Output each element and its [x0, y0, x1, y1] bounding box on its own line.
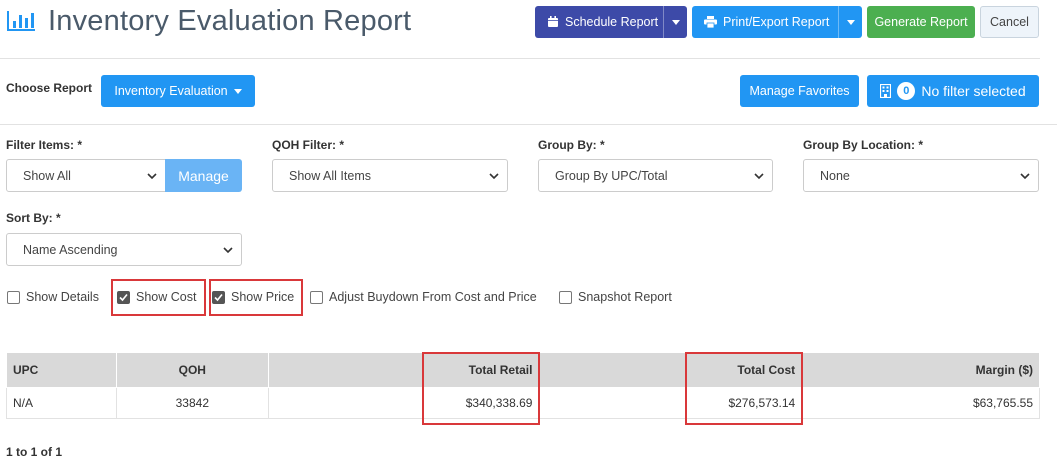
caret-down-icon — [671, 19, 680, 25]
sort-by-value: Name Ascending — [23, 242, 118, 257]
cell-upc: N/A — [6, 387, 117, 419]
report-table: UPC QOH Total Retail Total Cost Margin (… — [6, 352, 1040, 419]
qoh-filter-select[interactable]: Show All Items — [272, 159, 508, 192]
group-by-location-select[interactable]: None — [803, 159, 1039, 192]
snapshot-report-label: Snapshot Report — [578, 290, 672, 304]
page-title: Inventory Evaluation Report — [48, 5, 412, 37]
print-dropdown-toggle[interactable] — [838, 6, 862, 38]
choose-report-label: Choose Report — [6, 81, 93, 95]
chevron-down-icon — [223, 247, 233, 254]
highlight-total-cost — [685, 352, 803, 425]
schedule-report-label: Schedule Report — [565, 15, 659, 29]
show-cost-option[interactable]: Show Cost — [117, 290, 196, 304]
show-cost-checkbox[interactable] — [117, 290, 130, 304]
checkmark-icon — [119, 293, 128, 301]
filter-selection-button[interactable]: 0 No filter selected — [867, 75, 1039, 107]
cell-total-cost: $276,573.14 — [538, 387, 803, 419]
snapshot-report-checkbox[interactable] — [559, 290, 572, 304]
group-by-location-label: Group By Location: * — [803, 138, 923, 152]
filter-selection-label: No filter selected — [921, 83, 1026, 99]
caret-down-icon — [846, 19, 855, 25]
highlight-total-retail — [422, 352, 540, 425]
qoh-filter-value: Show All Items — [289, 168, 371, 183]
table-header-row: UPC QOH Total Retail Total Cost Margin (… — [6, 352, 1040, 388]
schedule-report-button[interactable]: Schedule Report — [535, 6, 687, 38]
show-details-checkbox[interactable] — [7, 290, 20, 304]
chevron-down-icon — [489, 173, 499, 180]
chevron-down-icon — [1020, 173, 1030, 180]
highlight-show-price — [209, 279, 303, 316]
choose-report-value: Inventory Evaluation — [114, 84, 228, 98]
cell-total-retail: $340,338.69 — [267, 387, 540, 419]
show-cost-label: Show Cost — [136, 290, 197, 304]
table-row: N/A 33842 $340,338.69 $276,573.14 $63,76… — [6, 387, 1040, 419]
bar-chart-icon — [7, 11, 35, 31]
print-export-button[interactable]: Print/Export Report — [692, 6, 862, 38]
generate-report-button[interactable]: Generate Report — [867, 6, 975, 38]
sort-by-label: Sort By: * — [6, 211, 61, 225]
highlight-show-cost — [111, 279, 206, 316]
show-price-label: Show Price — [231, 290, 295, 304]
adjust-buydown-checkbox[interactable] — [310, 290, 323, 304]
adjust-buydown-option[interactable]: Adjust Buydown From Cost and Price — [310, 290, 537, 304]
column-header-total-retail[interactable]: Total Retail — [267, 352, 540, 388]
filter-items-label: Filter Items: * — [6, 138, 83, 152]
choose-report-dropdown[interactable]: Inventory Evaluation — [101, 75, 255, 107]
column-header-qoh[interactable]: QOH — [115, 352, 269, 388]
manage-favorites-button[interactable]: Manage Favorites — [740, 75, 859, 107]
manage-filter-button[interactable]: Manage — [165, 159, 242, 192]
building-icon — [880, 84, 892, 98]
group-by-location-value: None — [820, 168, 850, 183]
pagination-info: 1 to 1 of 1 — [6, 445, 63, 459]
checkmark-icon — [214, 293, 223, 301]
divider — [0, 124, 1057, 125]
column-header-margin[interactable]: Margin ($) — [801, 352, 1040, 388]
schedule-dropdown-toggle[interactable] — [663, 6, 687, 38]
column-header-total-cost[interactable]: Total Cost — [538, 352, 803, 388]
cell-qoh: 33842 — [115, 387, 269, 419]
qoh-filter-label: QOH Filter: * — [272, 138, 345, 152]
filter-count-badge: 0 — [897, 82, 916, 100]
column-header-upc[interactable]: UPC — [6, 352, 117, 388]
group-by-value: Group By UPC/Total — [555, 168, 668, 183]
show-price-option[interactable]: Show Price — [212, 290, 294, 304]
adjust-buydown-label: Adjust Buydown From Cost and Price — [329, 290, 537, 304]
group-by-select[interactable]: Group By UPC/Total — [538, 159, 773, 192]
sort-by-select[interactable]: Name Ascending — [6, 233, 242, 266]
print-export-label: Print/Export Report — [723, 15, 830, 29]
chevron-down-icon — [754, 173, 764, 180]
cancel-button[interactable]: Cancel — [980, 6, 1039, 38]
filter-items-value: Show All — [23, 168, 71, 183]
calendar-icon — [548, 16, 558, 27]
group-by-label: Group By: * — [538, 138, 605, 152]
snapshot-report-option[interactable]: Snapshot Report — [559, 290, 672, 304]
show-details-label: Show Details — [26, 290, 99, 304]
chevron-down-icon — [147, 173, 157, 180]
divider — [0, 58, 1040, 59]
printer-icon — [704, 16, 717, 28]
caret-down-icon — [233, 88, 242, 94]
show-details-option[interactable]: Show Details — [7, 290, 99, 304]
show-price-checkbox[interactable] — [212, 290, 225, 304]
cell-margin: $63,765.55 — [801, 387, 1040, 419]
filter-items-select[interactable]: Show All — [6, 159, 166, 192]
